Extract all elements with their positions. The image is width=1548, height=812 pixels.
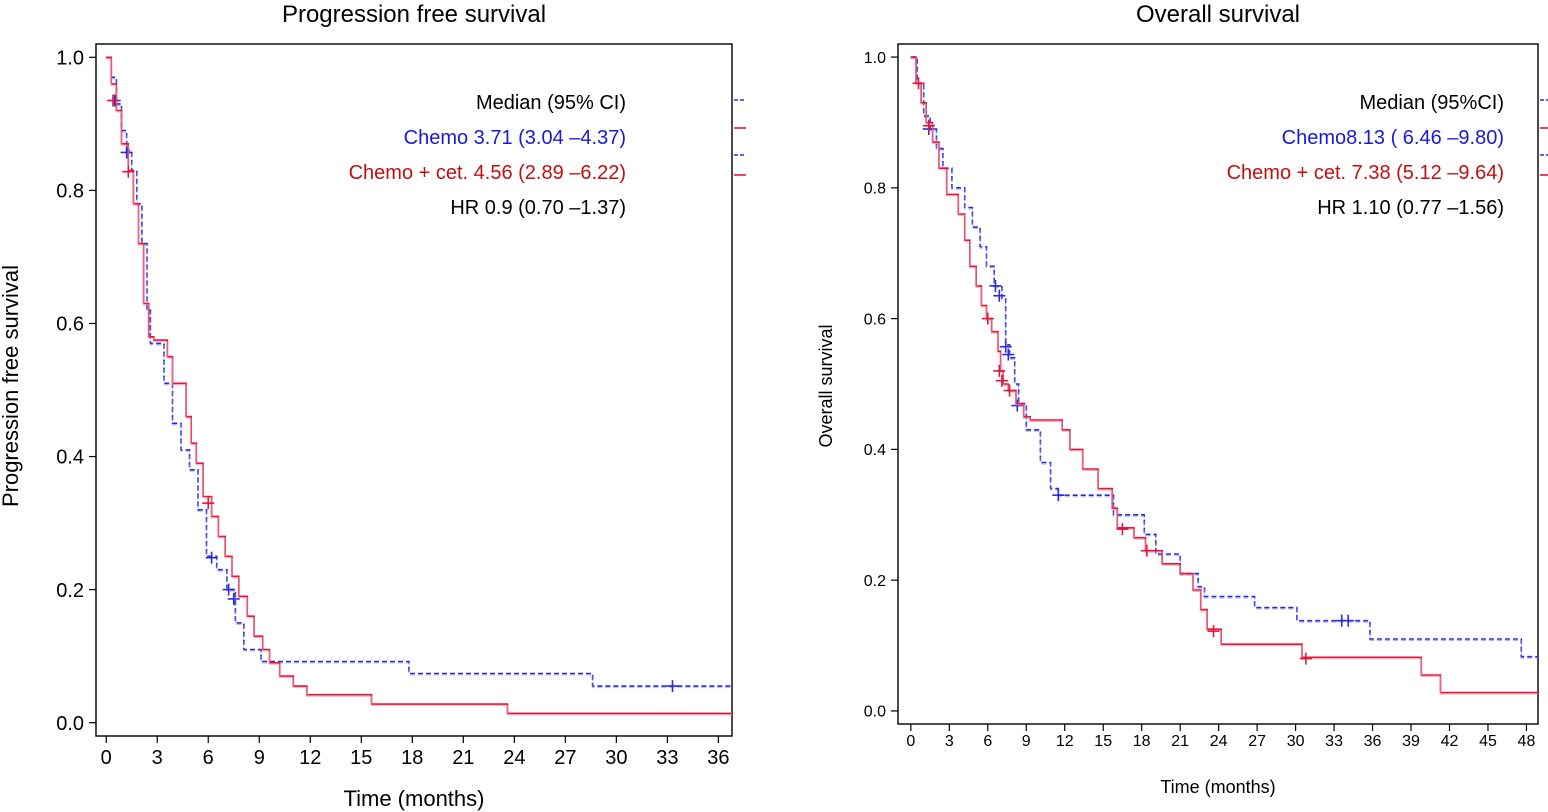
os-x-axis: 0 3 6 9 12 15 18 21 24 27 30 33 36 39 42 45 48 — [906, 724, 1535, 750]
os-y-tick-label: 0.8 — [864, 181, 886, 198]
os-y-tick-label: 0.6 — [864, 311, 886, 328]
os-y-tick-label: 0.4 — [864, 442, 886, 459]
pfs-x-tick-label: 27 — [554, 747, 576, 769]
pfs-y-tick-label: 0.4 — [56, 447, 84, 469]
pfs-x-tick-label: 3 — [152, 747, 163, 769]
os-curves — [910, 56, 1548, 695]
pfs-y-tick-label: 0.8 — [56, 181, 84, 203]
pfs-legend-chemo: Chemo 3.71 (3.04 –4.37) — [404, 127, 626, 149]
os-chemo-cet-censor-mark — [1140, 544, 1153, 557]
pfs-curves — [106, 56, 746, 716]
pfs-panel: Progression free survival 0.00.20.40.60.… — [0, 1, 746, 811]
pfs-legend: Median (95% CI) Chemo 3.71 (3.04 –4.37) … — [349, 92, 626, 219]
pfs-y-tick-label: 1.0 — [56, 48, 84, 70]
os-chemo-cet-censor-mark — [1299, 652, 1312, 665]
pfs-y-tick-label: 0.0 — [56, 713, 84, 735]
os-chemo-cet-curve — [910, 56, 1538, 694]
os-title: Overall survival — [1136, 1, 1300, 28]
pfs-plot-frame — [95, 43, 733, 737]
os-y-axis-label: Overall survival — [816, 324, 836, 447]
pfs-legend-header: Median (95% CI) — [476, 92, 626, 114]
os-legend: Median (95%CI) Chemo8.13 ( 6.46 –9.80) C… — [1227, 92, 1504, 219]
os-chemo-censor-mark — [1342, 614, 1355, 627]
pfs-x-tick-label: 15 — [350, 747, 372, 769]
os-x-tick-label: 18 — [1133, 733, 1151, 750]
os-x-tick-label: 42 — [1441, 733, 1459, 750]
os-x-axis-label: Time (months) — [1160, 777, 1275, 797]
os-chemo-censor-mark — [999, 340, 1012, 353]
os-x-tick-label: 6 — [983, 733, 992, 750]
os-y-tick-label: 0.0 — [864, 704, 886, 721]
pfs-x-tick-label: 21 — [452, 747, 474, 769]
os-x-tick-label: 21 — [1171, 733, 1189, 750]
os-legend-chemo: Chemo8.13 ( 6.46 –9.80) — [1282, 127, 1504, 149]
pfs-y-tick-label: 0.6 — [56, 314, 84, 336]
pfs-title: Progression free survival — [282, 1, 546, 28]
os-x-tick-label: 0 — [906, 733, 915, 750]
os-x-tick-label: 33 — [1325, 733, 1343, 750]
os-chemo-cet-censor-mark — [912, 77, 925, 90]
os-y-tick-label: 1.0 — [864, 50, 886, 67]
os-x-tick-label: 39 — [1402, 733, 1420, 750]
pfs-chemo-cet-censor-mark — [107, 94, 120, 107]
pfs-x-axis: 0 3 6 9 12 15 18 21 24 27 30 33 36 — [101, 736, 730, 769]
os-chemo-cet-censor-mark — [981, 312, 994, 325]
pfs-x-tick-label: 36 — [707, 747, 729, 769]
os-x-tick-label: 36 — [1364, 733, 1382, 750]
pfs-y-axis-label: Progression free survival — [0, 265, 23, 507]
os-x-tick-label: 48 — [1518, 733, 1536, 750]
pfs-x-tick-label: 6 — [203, 747, 214, 769]
pfs-chemo-cet-curve — [106, 56, 732, 715]
pfs-x-tick-label: 12 — [299, 747, 321, 769]
os-legend-chemo-cet: Chemo + cet. 7.38 (5.12 –9.64) — [1227, 162, 1504, 184]
pfs-x-tick-label: 9 — [254, 747, 265, 769]
pfs-chemo-curve — [106, 56, 732, 687]
os-chemo-cet-censor-mark — [922, 119, 935, 132]
os-chemo-censor-mark — [993, 289, 1006, 302]
pfs-y-axis: 0.0 0.2 0.4 0.6 0.8 1.0 — [56, 48, 96, 735]
pfs-chemo-censor-mark — [666, 680, 679, 693]
os-x-tick-label: 3 — [945, 733, 954, 750]
os-x-tick-label: 15 — [1094, 733, 1112, 750]
pfs-legend-hr: HR 0.9 (0.70 –1.37) — [450, 197, 626, 219]
os-x-tick-label: 12 — [1056, 733, 1074, 750]
pfs-x-tick-label: 33 — [656, 747, 678, 769]
pfs-legend-chemo-cet: Chemo + cet. 4.56 (2.89 –6.22) — [349, 162, 626, 184]
os-chemo-cet-censor-mark — [995, 374, 1008, 387]
os-chemo-cet-curve-shadow — [910, 58, 1538, 695]
os-chemo-cet-censor-mark — [1003, 384, 1016, 397]
os-x-tick-label: 45 — [1479, 733, 1497, 750]
pfs-x-tick-label: 24 — [503, 747, 525, 769]
os-plot-frame — [897, 43, 1539, 725]
os-chemo-censor-mark — [1002, 348, 1015, 361]
pfs-chemo-censor-mark — [205, 551, 218, 564]
pfs-x-tick-label: 18 — [401, 747, 423, 769]
pfs-x-axis-label: Time (months) — [344, 786, 485, 811]
os-chemo-cet-censor-mark — [1116, 523, 1129, 536]
os-x-tick-label: 9 — [1022, 733, 1031, 750]
os-chemo-cet-censor-mark — [1207, 625, 1220, 638]
pfs-chemo-censor-mark — [120, 146, 133, 159]
pfs-chemo-censor-mark — [222, 583, 235, 596]
os-x-tick-label: 27 — [1248, 733, 1266, 750]
pfs-chemo-cet-censor-mark — [122, 165, 135, 178]
pfs-y-tick-label: 0.2 — [56, 580, 84, 602]
os-chemo-censor-mark — [1052, 489, 1065, 502]
os-chemo-cet-censor-mark — [993, 364, 1006, 377]
os-chemo-censor-mark — [989, 279, 1002, 292]
pfs-chemo-cet-censor-mark — [202, 497, 215, 510]
pfs-chemo-censor-mark — [227, 592, 240, 605]
os-legend-hr: HR 1.10 (0.77 –1.56) — [1317, 197, 1504, 219]
pfs-x-tick-label: 0 — [101, 747, 112, 769]
pfs-chemo-cet-curve-shadow — [106, 58, 732, 716]
pfs-chemo-curve-shadow — [106, 58, 732, 689]
pfs-x-tick-label: 30 — [605, 747, 627, 769]
os-x-tick-label: 24 — [1210, 733, 1228, 750]
os-legend-header: Median (95%CI) — [1359, 92, 1504, 114]
os-y-axis: 0.0 0.2 0.4 0.6 0.8 1.0 — [864, 50, 898, 721]
os-y-tick-label: 0.2 — [864, 573, 886, 590]
os-x-tick-label: 30 — [1287, 733, 1305, 750]
